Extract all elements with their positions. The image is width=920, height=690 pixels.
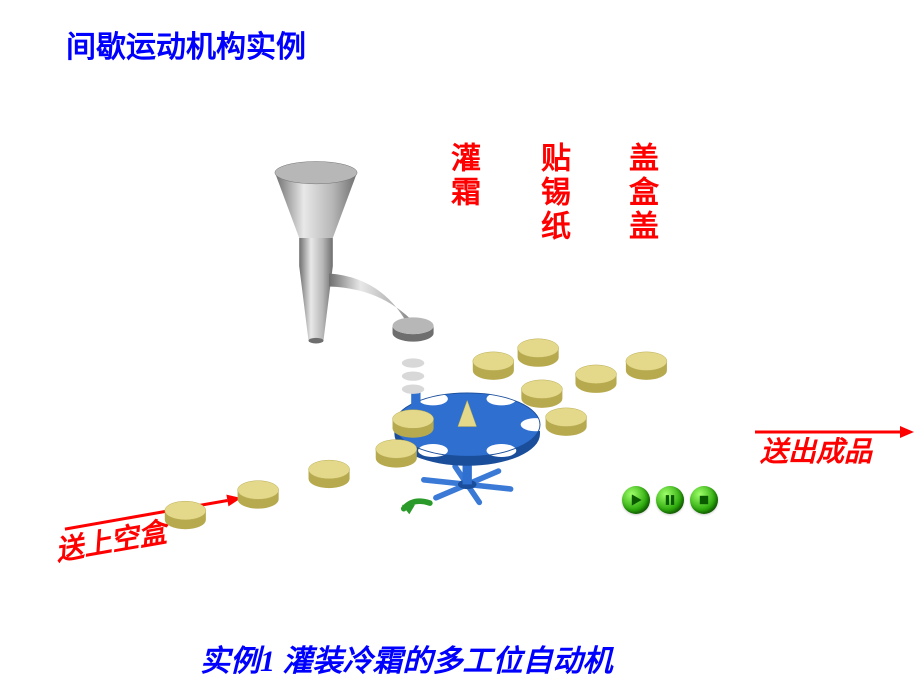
- stop-button[interactable]: [690, 486, 718, 514]
- play-icon: [629, 493, 643, 507]
- stop-icon: [697, 493, 711, 507]
- caption: 实例1 灌装冷霜的多工位自动机: [200, 636, 613, 680]
- page-title: 间歇运动机构实例: [66, 22, 306, 66]
- pause-icon: [663, 493, 677, 507]
- play-button[interactable]: [622, 486, 650, 514]
- arrow-out-label: 送出成品: [760, 430, 872, 470]
- mechanism-diagram: [120, 140, 680, 560]
- media-controls: [622, 486, 718, 514]
- pause-button[interactable]: [656, 486, 684, 514]
